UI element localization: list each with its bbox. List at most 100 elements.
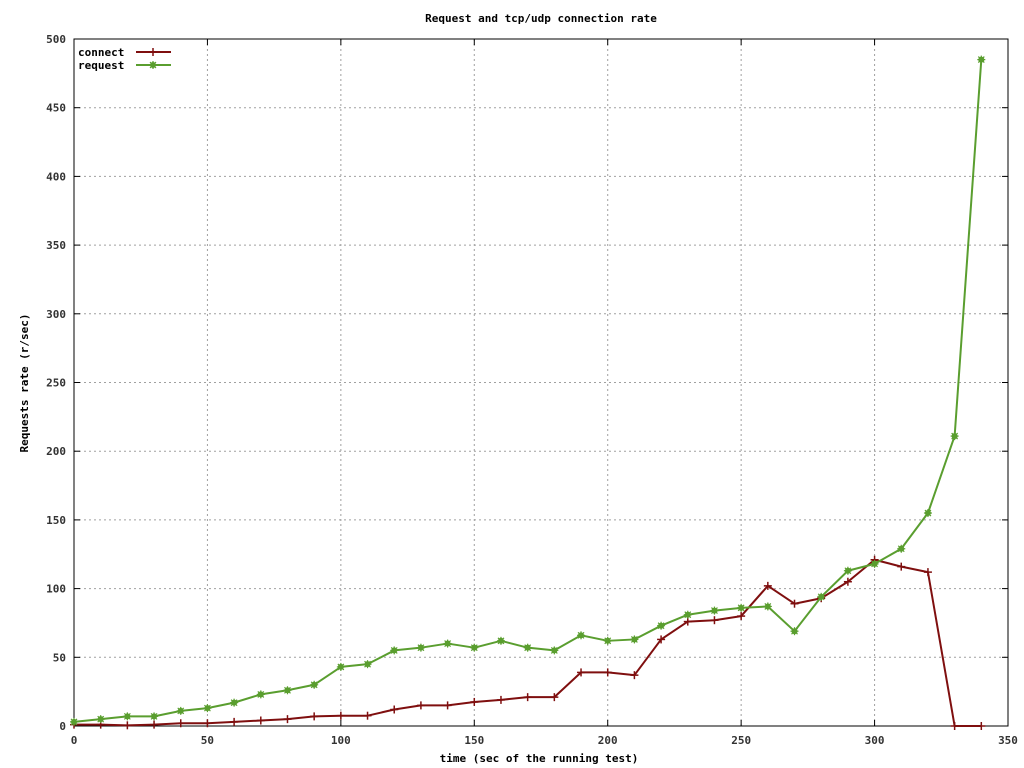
y-tick-label: 50: [53, 651, 66, 664]
marker-stroke: [149, 61, 157, 69]
data-point-request: [150, 712, 159, 721]
data-point-connect: [790, 599, 799, 608]
data-point-request: [443, 639, 452, 648]
marker-stroke: [364, 660, 371, 668]
x-tick-label: 100: [331, 734, 351, 747]
data-point-connect: [443, 701, 452, 710]
marker-stroke: [977, 56, 985, 64]
data-point-request: [123, 712, 132, 721]
marker-stroke: [177, 707, 185, 715]
marker-stroke: [604, 637, 612, 645]
y-tick-label: 100: [46, 583, 66, 596]
marker-stroke: [711, 607, 718, 615]
data-point-request: [550, 646, 559, 655]
marker-stroke: [524, 644, 532, 652]
y-tick-label: 350: [46, 239, 66, 252]
data-point-connect: [336, 711, 345, 720]
marker-stroke: [871, 560, 878, 568]
marker-stroke: [417, 644, 425, 652]
data-point-request: [577, 631, 586, 640]
data-point-connect: [577, 668, 586, 677]
marker-stroke: [310, 681, 318, 689]
data-point-request: [657, 621, 666, 630]
y-tick-label: 150: [46, 514, 66, 527]
data-point-connect: [363, 711, 372, 720]
data-point-connect: [150, 720, 159, 729]
y-tick-label: 500: [46, 33, 66, 46]
data-point-connect: [523, 693, 532, 702]
data-point-connect: [763, 581, 772, 590]
x-tick-label: 250: [731, 734, 751, 747]
data-point-request: [683, 610, 692, 619]
data-point-connect: [310, 712, 319, 721]
marker-stroke: [897, 545, 905, 553]
data-point-request: [790, 627, 799, 636]
x-tick-label: 0: [71, 734, 78, 747]
data-point-connect: [683, 617, 692, 626]
y-tick-label: 400: [46, 170, 66, 183]
marker-stroke: [497, 637, 505, 645]
data-point-request: [470, 643, 479, 652]
marker-stroke: [123, 712, 131, 720]
y-axis-label: Requests rate (r/sec): [18, 313, 31, 452]
x-tick-label: 300: [865, 734, 885, 747]
series-layer: [70, 55, 986, 730]
marker-stroke: [257, 690, 265, 698]
marker-stroke: [577, 631, 585, 639]
legend-marker-request: [149, 61, 157, 69]
data-point-request: [737, 603, 746, 612]
data-point-connect: [977, 722, 986, 730]
grid: [74, 39, 1008, 726]
x-tick-label: 200: [598, 734, 618, 747]
data-point-connect: [470, 697, 479, 706]
data-point-connect: [390, 705, 399, 714]
data-point-connect: [737, 612, 746, 621]
legend-marker-connect: [149, 48, 157, 56]
data-point-request: [176, 706, 185, 715]
data-point-request: [923, 509, 932, 518]
y-tick-label: 200: [46, 445, 66, 458]
data-point-request: [203, 704, 212, 713]
legend: connect request: [78, 46, 171, 72]
marker-stroke: [97, 715, 105, 723]
marker-stroke: [684, 611, 692, 619]
data-point-connect: [256, 716, 265, 725]
data-point-request: [523, 643, 532, 652]
marker-stroke: [630, 636, 638, 643]
data-point-request: [416, 643, 425, 652]
data-point-request: [977, 55, 986, 64]
chart-title: Request and tcp/udp connection rate: [425, 12, 657, 25]
data-point-request: [363, 660, 372, 669]
data-point-request: [710, 606, 719, 615]
data-point-request: [950, 432, 959, 441]
series-line-request: [73, 59, 983, 723]
data-point-connect: [283, 715, 292, 724]
data-point-connect: [950, 722, 959, 730]
marker-stroke: [204, 704, 211, 712]
legend-label-connect: connect: [78, 46, 124, 59]
data-point-request: [390, 646, 399, 655]
y-tick-label: 250: [46, 377, 66, 390]
marker-stroke: [70, 718, 78, 726]
data-point-request: [897, 544, 906, 553]
series-connect: [70, 555, 986, 730]
x-tick-label: 50: [201, 734, 214, 747]
marker-stroke: [924, 509, 932, 517]
legend-label-request: request: [78, 59, 124, 72]
data-point-request: [70, 717, 78, 726]
data-point-request: [256, 690, 265, 699]
marker-stroke: [550, 647, 558, 654]
marker-stroke: [150, 712, 158, 720]
data-point-connect: [203, 719, 212, 728]
x-axis-label: time (sec of the running test): [440, 752, 639, 765]
data-point-connect: [416, 701, 425, 710]
marker-stroke: [284, 686, 291, 694]
data-point-request: [763, 602, 772, 611]
data-point-request: [96, 715, 105, 724]
x-tick-label: 350: [998, 734, 1018, 747]
data-point-request: [630, 635, 639, 644]
marker-stroke: [657, 622, 665, 630]
data-point-connect: [630, 671, 639, 680]
y-tick-label: 300: [46, 308, 66, 321]
